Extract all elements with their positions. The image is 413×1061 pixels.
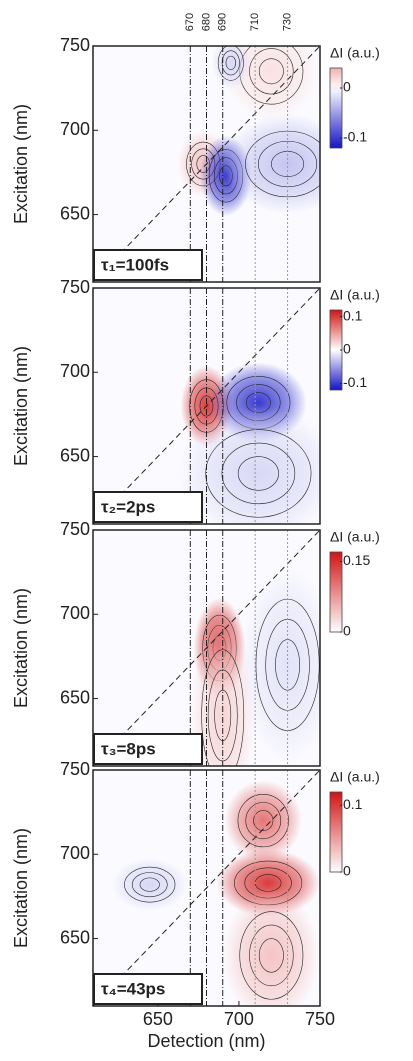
- colorbar-tick-label: 0: [343, 79, 351, 95]
- peak: [110, 857, 189, 912]
- y-axis-label: Excitation (nm): [11, 588, 31, 708]
- contour: [237, 456, 279, 491]
- contour: [201, 649, 245, 766]
- peak: [211, 46, 251, 90]
- colorbar-tick-label: 0.1: [343, 796, 363, 812]
- colorbar-tick-label: -0.1: [343, 374, 367, 390]
- panel-label: τ₁=100fs: [101, 255, 169, 274]
- plot-area: [93, 530, 320, 766]
- contour: [258, 938, 284, 973]
- colorbar-tick-label: 0: [343, 341, 351, 357]
- x-axis-label: Detection (nm): [147, 1031, 265, 1051]
- colorbar: [329, 551, 343, 633]
- plot-frame: [92, 287, 321, 525]
- y-tick-label: 650: [60, 445, 90, 465]
- panel-label-box: [93, 733, 203, 765]
- plot-area: [93, 770, 320, 1006]
- y-tick-label: 700: [60, 843, 90, 863]
- colorbar: [329, 67, 343, 149]
- y-tick-label: 650: [60, 927, 90, 947]
- y-tick-label: 750: [60, 519, 90, 539]
- contour: [225, 55, 236, 70]
- contour: [139, 877, 160, 892]
- plot-frame: [92, 769, 321, 1007]
- y-tick-label: 700: [60, 361, 90, 381]
- panel-label-box: [93, 973, 203, 1005]
- y-tick-label: 750: [60, 759, 90, 779]
- peak: [222, 888, 320, 1006]
- contour: [258, 58, 284, 85]
- y-axis-label: Excitation (nm): [11, 104, 31, 224]
- marker-line-label: 680: [200, 13, 212, 31]
- x-tick-label: 650: [143, 1009, 173, 1029]
- colorbar-label: ΔI (a.u.): [330, 769, 380, 785]
- panel-label-box: [93, 249, 203, 281]
- panel-label: τ₃=8ps: [101, 739, 156, 758]
- marker-line-label: 690: [217, 13, 229, 31]
- colorbar-tick-label: 0.15: [343, 552, 370, 568]
- y-tick-label: 750: [60, 277, 90, 297]
- contour: [239, 911, 304, 1000]
- colorbar-tick-label: -0.1: [343, 129, 367, 145]
- colorbar-tick-label: 0.1: [343, 307, 363, 323]
- contour: [124, 866, 176, 903]
- plot-area: [93, 46, 320, 282]
- y-tick-label: 650: [60, 687, 90, 707]
- marker-line-label: 730: [281, 13, 293, 31]
- colorbar-label: ΔI (a.u.): [330, 45, 380, 61]
- contour: [221, 442, 296, 505]
- plot-frame: [92, 529, 321, 767]
- peak: [224, 780, 303, 862]
- contour: [221, 50, 240, 76]
- colorbar-label: ΔI (a.u.): [330, 529, 380, 545]
- contour: [237, 793, 289, 848]
- colorbar-tick-label: 0: [343, 863, 351, 879]
- y-tick-label: 700: [60, 603, 90, 623]
- marker-line-label: 670: [184, 13, 196, 31]
- panel-label-box: [93, 491, 203, 523]
- plot-frame: [92, 45, 321, 283]
- marker-line-label: 710: [249, 13, 261, 31]
- contour: [245, 802, 282, 840]
- colorbar: [329, 791, 343, 873]
- contour: [253, 810, 274, 831]
- y-tick-label: 750: [60, 35, 90, 55]
- contour: [131, 872, 168, 898]
- y-axis-label: Excitation (nm): [11, 346, 31, 466]
- x-tick-label: 700: [224, 1009, 254, 1029]
- x-tick-label: 750: [305, 1009, 335, 1029]
- peak: [238, 563, 320, 766]
- plot-area: [93, 288, 320, 524]
- contour: [217, 46, 244, 81]
- panel-label: τ₂=2ps: [101, 497, 155, 516]
- colorbar-label: ΔI (a.u.): [330, 287, 380, 303]
- y-axis-label: Excitation (nm): [11, 828, 31, 948]
- contour: [207, 669, 238, 762]
- contour: [249, 924, 294, 987]
- contour: [205, 429, 312, 518]
- colorbar-tick-label: 0: [343, 623, 351, 639]
- contour: [249, 48, 294, 95]
- panel-label: τ₄=43ps: [101, 979, 165, 998]
- y-tick-label: 700: [60, 119, 90, 139]
- y-tick-label: 650: [60, 203, 90, 223]
